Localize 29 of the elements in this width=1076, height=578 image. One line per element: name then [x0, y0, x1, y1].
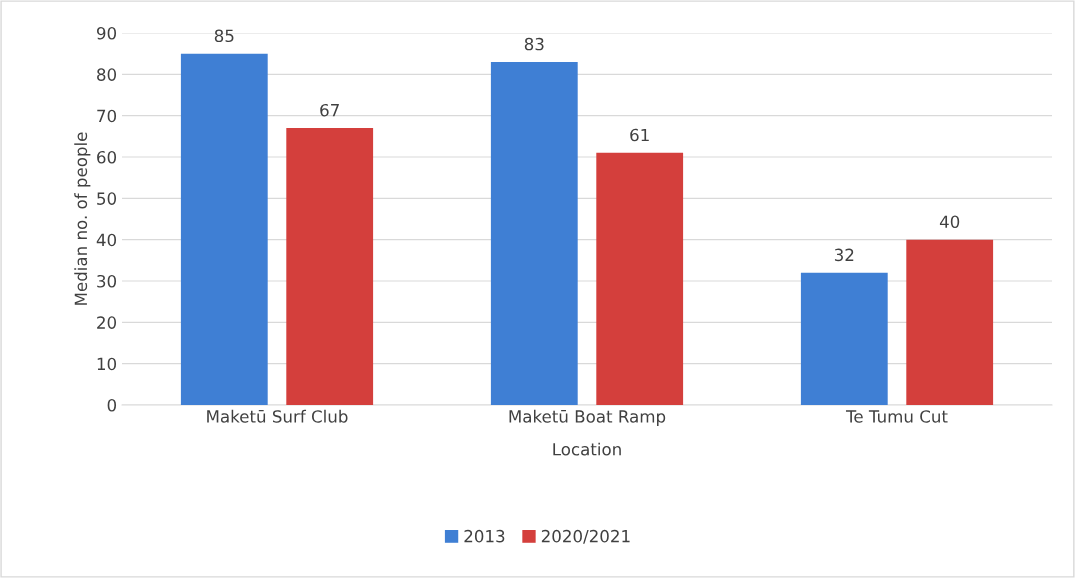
x-tick-label: Maketū Boat Ramp: [509, 409, 666, 426]
bar: [800, 272, 888, 405]
x-axis-title: Location: [553, 442, 621, 456]
bar: [286, 128, 374, 405]
y-tick-label: 30: [97, 274, 117, 288]
y-tick-label: 90: [96, 26, 117, 40]
data-label: 67: [320, 103, 339, 117]
y-axis-title: Median no. of people: [74, 132, 91, 305]
bar: [906, 239, 994, 405]
bar: [180, 53, 268, 405]
data-label: 83: [524, 37, 544, 51]
legend-label: 2020/2021: [541, 529, 630, 544]
y-tick-label: 20: [97, 316, 117, 329]
legend-label: 2013: [464, 529, 505, 543]
y-tick-label: 80: [97, 68, 117, 81]
x-tick-label: Te Tumu Cut: [845, 410, 948, 423]
data-label: 61: [630, 128, 649, 142]
y-tick-label: 10: [97, 357, 117, 371]
y-tick-label: 60: [97, 150, 117, 164]
data-label: 32: [834, 248, 854, 262]
data-label: 85: [214, 29, 234, 43]
y-tick-label: 40: [96, 233, 117, 247]
bar: [490, 61, 578, 405]
y-tick-label: 70: [97, 109, 117, 123]
bar: [596, 152, 684, 405]
x-tick-label: Maketū Surf Club: [207, 409, 348, 423]
y-tick-label: 0: [107, 398, 117, 412]
y-tick-label: 50: [97, 192, 117, 205]
data-label: 40: [939, 215, 960, 229]
